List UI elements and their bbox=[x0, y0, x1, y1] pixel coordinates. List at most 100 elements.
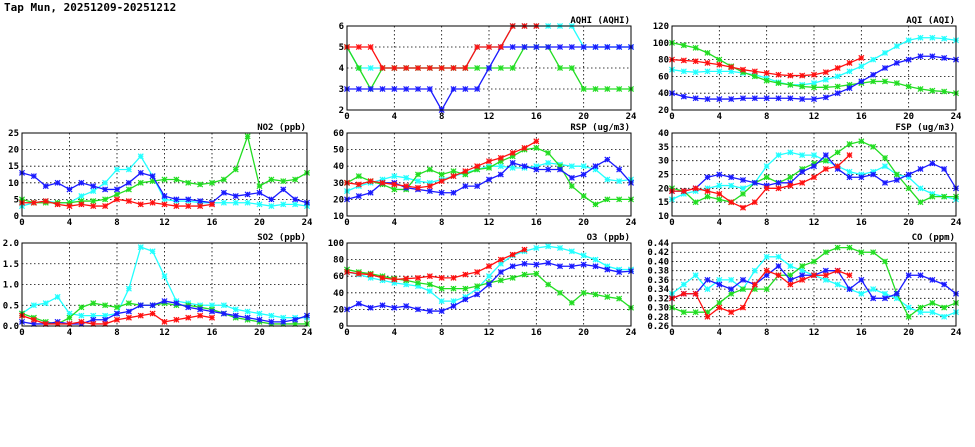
data-point bbox=[367, 271, 374, 278]
data-point bbox=[846, 59, 853, 66]
data-point bbox=[763, 70, 770, 77]
data-point bbox=[775, 179, 782, 186]
data-point bbox=[78, 198, 85, 205]
data-point bbox=[728, 290, 735, 297]
data-point bbox=[220, 302, 227, 309]
data-point bbox=[280, 201, 287, 208]
x-tick-label: 12 bbox=[484, 328, 495, 338]
data-point bbox=[580, 261, 587, 268]
chart-so2: 0 4 8 12 16 20 24 0.0 0.5 1.0 1.5 2.0 SO2 (ppb) bbox=[3, 233, 313, 338]
data-point bbox=[497, 43, 504, 51]
data-point bbox=[497, 256, 504, 263]
data-point bbox=[592, 163, 599, 170]
data-point bbox=[616, 166, 623, 173]
data-point bbox=[102, 186, 109, 193]
data-point bbox=[881, 179, 889, 186]
data-point bbox=[568, 43, 575, 51]
data-point bbox=[763, 95, 770, 102]
data-point bbox=[929, 299, 936, 306]
x-tick-label: 12 bbox=[159, 328, 170, 338]
data-point bbox=[704, 286, 711, 293]
data-point bbox=[149, 302, 156, 309]
data-point bbox=[78, 318, 85, 325]
data-point bbox=[78, 179, 85, 186]
data-point bbox=[834, 244, 841, 251]
data-point bbox=[474, 64, 481, 72]
y-tick-label: 25 bbox=[658, 171, 669, 181]
data-point bbox=[545, 259, 552, 266]
data-point bbox=[268, 312, 275, 319]
x-tick-label: 4 bbox=[392, 218, 398, 228]
data-point bbox=[185, 203, 192, 210]
data-point bbox=[232, 199, 239, 206]
x-tick-label: 0 bbox=[19, 328, 24, 338]
data-point bbox=[474, 166, 481, 173]
data-point bbox=[810, 80, 818, 87]
data-point bbox=[450, 285, 457, 292]
data-point bbox=[604, 43, 611, 51]
data-point bbox=[775, 152, 782, 159]
data-point bbox=[751, 199, 758, 206]
data-point bbox=[893, 171, 900, 178]
x-tick-label: 12 bbox=[809, 218, 820, 228]
data-point bbox=[580, 163, 587, 170]
data-point bbox=[414, 279, 422, 286]
data-point bbox=[787, 149, 794, 156]
data-point bbox=[775, 185, 782, 192]
series-line-day1 bbox=[671, 37, 957, 86]
x-tick-label: 0 bbox=[669, 112, 674, 122]
data-point bbox=[751, 68, 758, 75]
data-point bbox=[450, 274, 457, 281]
x-tick-label: 12 bbox=[484, 218, 495, 228]
data-point bbox=[355, 43, 362, 51]
data-point bbox=[497, 260, 504, 267]
y-tick-label: 0.30 bbox=[647, 304, 669, 314]
data-point bbox=[379, 64, 386, 72]
x-tick-label: 24 bbox=[302, 218, 313, 228]
y-tick-label: 0.28 bbox=[647, 313, 669, 323]
x-tick-label: 16 bbox=[207, 328, 218, 338]
data-point bbox=[834, 73, 841, 80]
y-tick-label: 0.5 bbox=[3, 301, 19, 311]
data-point bbox=[822, 272, 829, 279]
data-point bbox=[42, 320, 49, 327]
data-point bbox=[905, 83, 912, 90]
data-point bbox=[521, 271, 528, 278]
data-point bbox=[680, 281, 687, 288]
data-point bbox=[426, 85, 433, 93]
y-tick-label: 15 bbox=[8, 162, 19, 172]
data-point bbox=[822, 249, 829, 256]
data-point bbox=[485, 176, 493, 183]
data-point bbox=[556, 43, 564, 51]
data-point bbox=[102, 312, 109, 319]
data-point bbox=[438, 64, 445, 72]
data-point bbox=[462, 168, 469, 175]
series-line-day4 bbox=[671, 269, 850, 318]
data-point bbox=[367, 43, 374, 51]
data-point bbox=[858, 171, 865, 178]
data-point bbox=[870, 56, 877, 63]
data-point bbox=[716, 61, 723, 68]
data-point bbox=[391, 279, 398, 286]
data-point bbox=[917, 34, 924, 41]
y-tick-label: 0 bbox=[339, 322, 344, 332]
data-point bbox=[185, 304, 192, 311]
y-tick-label: 40 bbox=[333, 162, 344, 172]
data-point bbox=[739, 286, 747, 293]
data-point bbox=[917, 272, 924, 279]
x-tick-label: 4 bbox=[717, 218, 723, 228]
plot-frame bbox=[671, 242, 957, 327]
data-point bbox=[438, 274, 445, 281]
data-point bbox=[905, 174, 912, 181]
y-tick-label: 80 bbox=[333, 256, 344, 266]
data-point bbox=[799, 72, 806, 79]
data-point bbox=[775, 253, 782, 260]
data-point bbox=[485, 273, 493, 280]
data-point bbox=[367, 85, 374, 93]
data-point bbox=[893, 295, 900, 302]
data-point bbox=[185, 179, 192, 186]
data-point bbox=[66, 203, 73, 210]
series-line-day4 bbox=[672, 154, 850, 209]
y-tick-label: 0.26 bbox=[647, 322, 669, 332]
data-point bbox=[858, 63, 865, 70]
